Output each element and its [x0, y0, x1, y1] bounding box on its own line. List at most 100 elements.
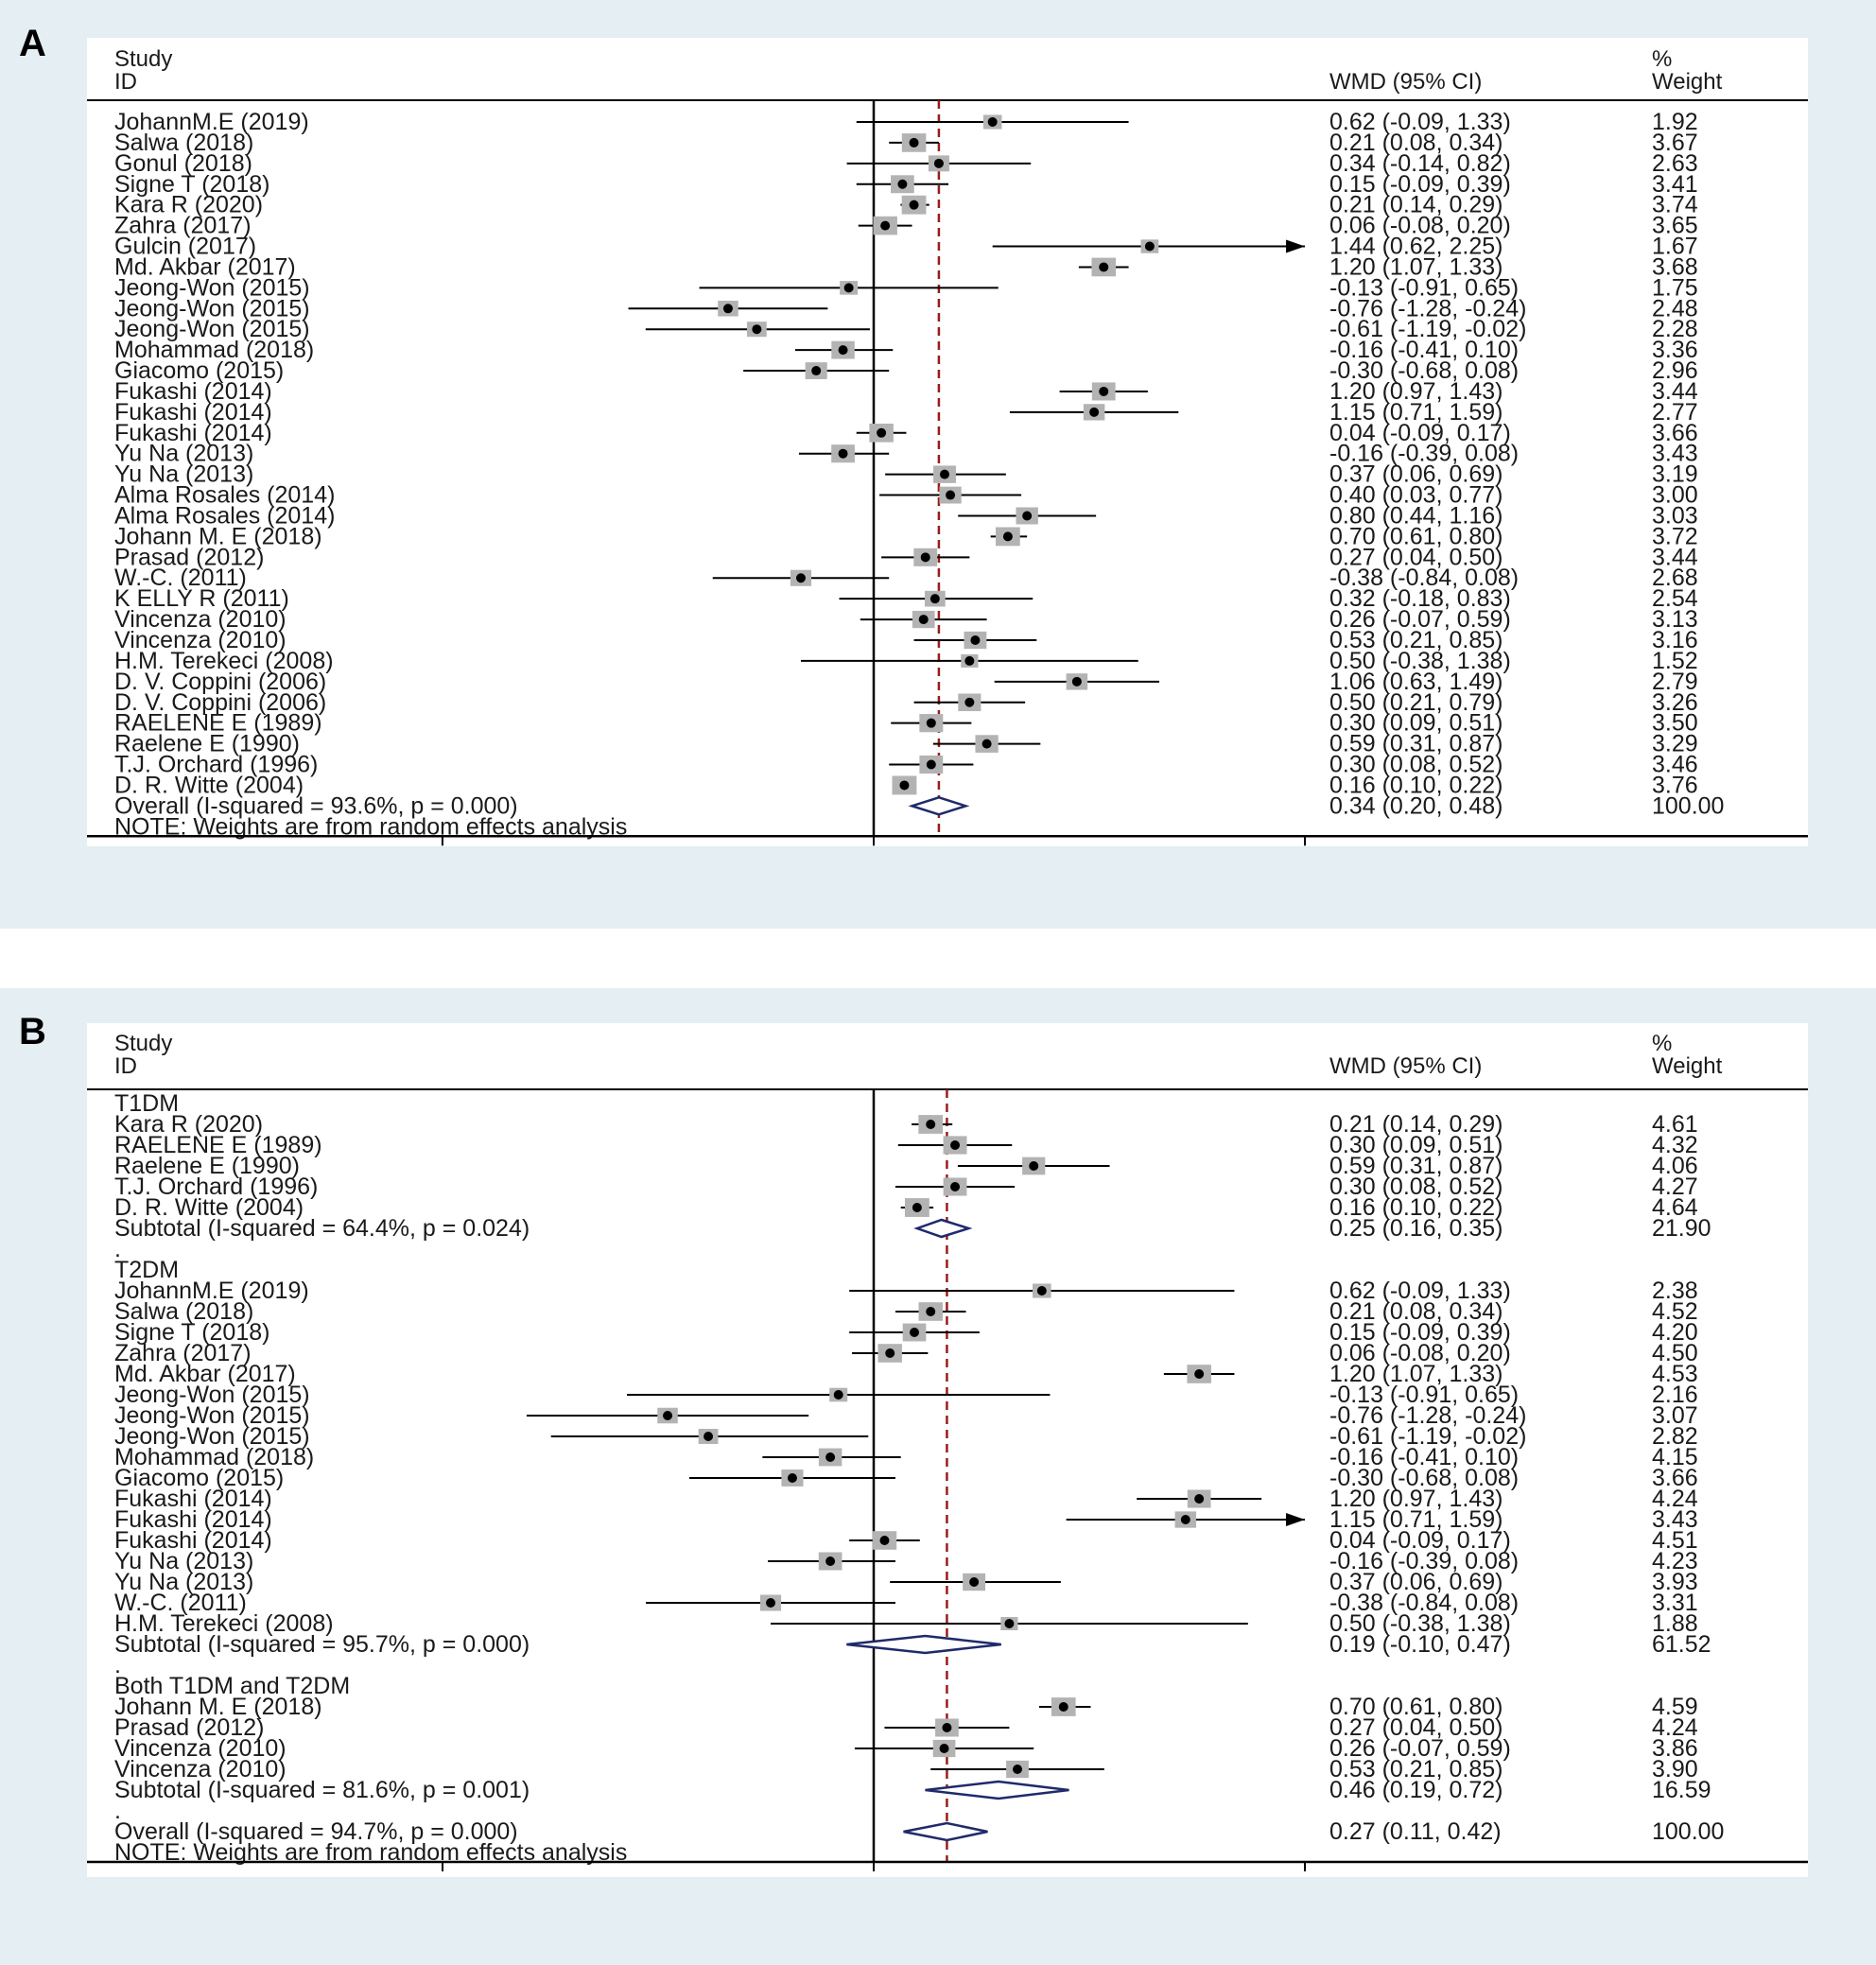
point-estimate: [1058, 1702, 1068, 1712]
point-estimate: [1036, 1286, 1047, 1296]
estimate-ci-text: 0.59 (0.31, 0.87): [1329, 731, 1503, 757]
study-label: Md. Akbar (2017): [114, 1361, 296, 1387]
estimate-ci-text: -0.38 (-0.84, 0.08): [1329, 1590, 1519, 1616]
spacer-dot: .: [114, 1798, 121, 1824]
point-estimate: [843, 283, 854, 293]
study-label: Mohammad (2018): [114, 1444, 314, 1470]
study-label: T.J. Orchard (1996): [114, 1174, 318, 1200]
weight-text: 3.66: [1652, 420, 1698, 446]
point-estimate: [833, 1390, 843, 1400]
estimate-ci-text: 0.40 (0.03, 0.77): [1329, 482, 1503, 509]
point-estimate: [752, 324, 762, 335]
point-estimate: [1002, 531, 1013, 542]
study-label: Md. Akbar (2017): [114, 253, 296, 280]
point-estimate: [825, 1452, 836, 1462]
estimate-ci-text: -0.13 (-0.91, 0.65): [1329, 1382, 1519, 1408]
study-label: Fukashi (2014): [114, 378, 272, 405]
estimate-ci-text: -0.76 (-1.28, -0.24): [1329, 1402, 1526, 1429]
point-estimate: [942, 1723, 952, 1732]
estimate-ci-text: 0.34 (0.20, 0.48): [1329, 792, 1503, 819]
header-estimate: WMD (95% CI): [1329, 69, 1482, 95]
weight-text: 2.79: [1652, 669, 1698, 695]
study-label: Prasad (2012): [114, 544, 264, 570]
study-label: Gulcin (2017): [114, 234, 256, 260]
study-label: Jeong-Won (2015): [114, 1402, 310, 1429]
point-estimate: [766, 1598, 776, 1608]
point-estimate: [1180, 1515, 1190, 1524]
point-estimate: [787, 1473, 797, 1483]
point-estimate: [1013, 1765, 1023, 1774]
weight-text: 1.75: [1652, 274, 1698, 301]
weight-text: 2.82: [1652, 1423, 1698, 1450]
study-label: Signe T (2018): [114, 171, 269, 198]
weight-text: 2.48: [1652, 295, 1698, 322]
header-estimate: WMD (95% CI): [1329, 1053, 1482, 1079]
header-study: Study: [114, 1031, 172, 1056]
estimate-ci-text: -0.38 (-0.84, 0.08): [1329, 565, 1519, 591]
study-label: Vincenza (2010): [114, 1756, 287, 1782]
weight-text: 2.28: [1652, 316, 1698, 342]
study-label: Gonul (2018): [114, 150, 252, 177]
estimate-ci-text: -0.16 (-0.41, 0.10): [1329, 337, 1519, 363]
study-label: JohannM.E (2019): [114, 1278, 309, 1304]
weight-text: 21.90: [1652, 1215, 1711, 1242]
estimate-ci-text: 1.06 (0.63, 1.49): [1329, 669, 1503, 695]
study-label: W.-C. (2011): [114, 1590, 247, 1616]
study-label: Salwa (2018): [114, 1298, 253, 1325]
study-label: JohannM.E (2019): [114, 109, 309, 135]
point-estimate: [910, 1328, 920, 1337]
weight-text: 3.07: [1652, 1402, 1698, 1429]
study-label: W.-C. (2011): [114, 565, 247, 591]
estimate-ci-text: 0.50 (-0.38, 1.38): [1329, 1610, 1511, 1637]
estimate-ci-text: -0.30 (-0.68, 0.08): [1329, 1465, 1519, 1491]
weight-text: 1.88: [1652, 1610, 1698, 1637]
estimate-ci-text: 1.20 (1.07, 1.33): [1329, 253, 1503, 280]
estimate-ci-text: 0.26 (-0.07, 0.59): [1329, 606, 1511, 633]
estimate-ci-text: 0.59 (0.31, 0.87): [1329, 1153, 1503, 1179]
weight-text: 4.06: [1652, 1153, 1698, 1179]
forest-plot-b: Study ID WMD (95% CI)% Weight T1DM Kara R (20…: [87, 1023, 1808, 1877]
spacer-dot: .: [114, 1652, 121, 1678]
point-estimate: [1099, 262, 1109, 272]
study-label: Vincenza (2010): [114, 627, 287, 653]
panel-b-label: B: [19, 1011, 46, 1052]
study-label: Yu Na (2013): [114, 441, 253, 467]
weight-text: 3.44: [1652, 544, 1698, 570]
weight-text: 2.77: [1652, 399, 1698, 426]
study-label: Jeong-Won (2015): [114, 1382, 310, 1408]
point-estimate: [1089, 407, 1100, 417]
weight-text: 3.41: [1652, 171, 1698, 198]
estimate-ci-text: 0.16 (0.10, 0.22): [1329, 772, 1503, 798]
estimate-ci-text: 0.50 (-0.38, 1.38): [1329, 648, 1511, 674]
weight-text: 3.50: [1652, 710, 1698, 737]
point-estimate: [946, 490, 956, 500]
point-estimate: [918, 615, 929, 625]
point-estimate: [950, 1182, 961, 1191]
estimate-ci-text: 0.06 (-0.08, 0.20): [1329, 213, 1511, 239]
point-estimate: [838, 448, 848, 459]
estimate-ci-text: 0.30 (0.09, 0.51): [1329, 710, 1503, 737]
estimate-ci-text: 0.27 (0.04, 0.50): [1329, 544, 1503, 570]
study-label: RAELENE E (1989): [114, 1132, 322, 1158]
point-estimate: [926, 759, 936, 770]
point-estimate: [964, 697, 975, 707]
weight-text: 3.36: [1652, 337, 1698, 363]
header-weight-pct: %: [1652, 1031, 1672, 1056]
weight-text: 4.59: [1652, 1694, 1698, 1720]
point-estimate: [825, 1556, 836, 1566]
estimate-ci-text: 0.21 (0.08, 0.34): [1329, 1298, 1503, 1325]
estimate-ci-text: 1.20 (0.97, 1.43): [1329, 378, 1503, 405]
estimate-ci-text: 0.04 (-0.09, 0.17): [1329, 1527, 1511, 1554]
summary-diamond: [908, 796, 970, 816]
point-estimate: [704, 1432, 714, 1441]
estimate-ci-text: -0.76 (-1.28, -0.24): [1329, 295, 1526, 322]
point-estimate: [1194, 1369, 1205, 1379]
estimate-ci-text: -0.13 (-0.91, 0.65): [1329, 274, 1519, 301]
weight-text: 1.52: [1652, 648, 1698, 674]
weight-text: 2.96: [1652, 357, 1698, 384]
weight-text: 4.61: [1652, 1111, 1698, 1138]
study-label: Alma Rosales (2014): [114, 502, 335, 529]
weight-text: 3.65: [1652, 213, 1698, 239]
estimate-ci-text: 0.21 (0.08, 0.34): [1329, 130, 1503, 156]
